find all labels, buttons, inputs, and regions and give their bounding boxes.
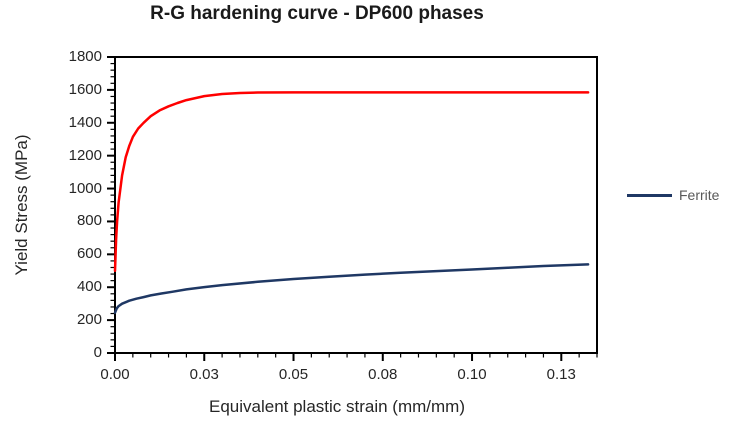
chart-title: R-G hardening curve - DP600 phases <box>150 3 484 24</box>
x-tick-label: 0.10 <box>457 366 487 383</box>
x-tick-label: 0.13 <box>546 366 576 383</box>
series-line-red-0 <box>113 91 590 273</box>
y-tick-label: 800 <box>76 212 102 230</box>
x-tick-label: 0.05 <box>278 366 309 383</box>
y-tick-label: 1400 <box>68 113 102 131</box>
y-tick-label: 0 <box>93 344 102 361</box>
x-tick-label: 0.00 <box>100 366 130 383</box>
legend-label: Ferrite <box>679 187 720 203</box>
y-tick-label: 200 <box>76 311 102 329</box>
y-tick-label: 1000 <box>68 179 102 197</box>
y-tick-label: 1800 <box>68 48 102 65</box>
x-tick-label: 0.08 <box>368 366 398 383</box>
x-tick-label: 0.03 <box>189 366 219 383</box>
y-tick-label: 600 <box>76 245 102 263</box>
y-tick-label: 1600 <box>68 80 102 98</box>
plot-border <box>114 56 598 354</box>
y-tick-label: 400 <box>76 278 102 296</box>
x-axis-title: Equivalent plastic strain (mm/mm) <box>208 397 465 416</box>
y-tick-label: 1200 <box>68 146 102 164</box>
legend-line-swatch <box>627 193 672 197</box>
legend: Ferrite <box>627 187 719 203</box>
series-line-ferrite <box>113 263 590 314</box>
